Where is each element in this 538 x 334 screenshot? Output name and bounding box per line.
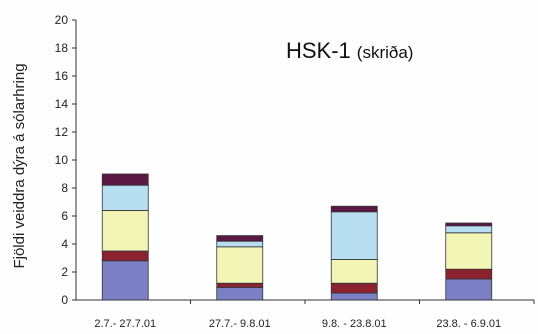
bar-segment [101,250,149,262]
bar-segment [216,246,264,284]
x-tick-labels: 2.7.- 27.7.01 27.7.- 9.8.01 9.8. - 23.8.01… [94,318,501,330]
y-tick-label: 0 [61,293,68,307]
x-tick-label: 2.7.- 27.7.01 [94,318,156,330]
y-tick-labels: 0 2 4 6 8 10 12 14 16 18 20 [55,13,69,307]
y-tick-label: 12 [55,125,69,139]
bar-segment [445,225,493,234]
y-tick-label: 4 [61,237,68,251]
bar-segment [445,222,493,227]
bar-segment [216,282,264,288]
y-tick-label: 10 [55,153,69,167]
x-tick-label: 27.7.- 9.8.01 [209,318,271,330]
bar-segment [101,173,149,186]
chart-title: HSK-1 (skriða) [286,38,413,63]
y-tick-label: 20 [55,13,69,27]
bar-segment [101,260,149,301]
bar-segment [445,278,493,301]
y-tick-label: 14 [55,97,69,111]
bar-segment [216,235,264,242]
bar-segment [216,286,264,301]
x-tick-label: 9.8. - 23.8.01 [322,318,387,330]
bar-segment [101,209,149,252]
bar-segment [330,292,378,301]
bar-segment [445,232,493,270]
bar-segment [330,211,378,260]
bar-segment [330,258,378,284]
chart-subtitle: (skriða) [357,43,414,62]
chart-title-main: HSK-1 [286,38,351,63]
y-axis-title: Fjöldi veiddra dýra á sólarhring [11,63,28,268]
y-tick-label: 6 [61,209,68,223]
x-tick-label: 23.8. - 6.9.01 [436,318,501,330]
bar-segment [445,268,493,280]
bar-segment [101,184,149,211]
bar-segment [216,240,264,248]
bar-segment [330,282,378,294]
y-tick-label: 16 [55,69,69,83]
bar-segment [330,205,378,213]
bars [101,173,493,301]
y-tick-label: 2 [61,265,68,279]
y-tick-label: 18 [55,41,69,55]
y-tick-label: 8 [61,181,68,195]
